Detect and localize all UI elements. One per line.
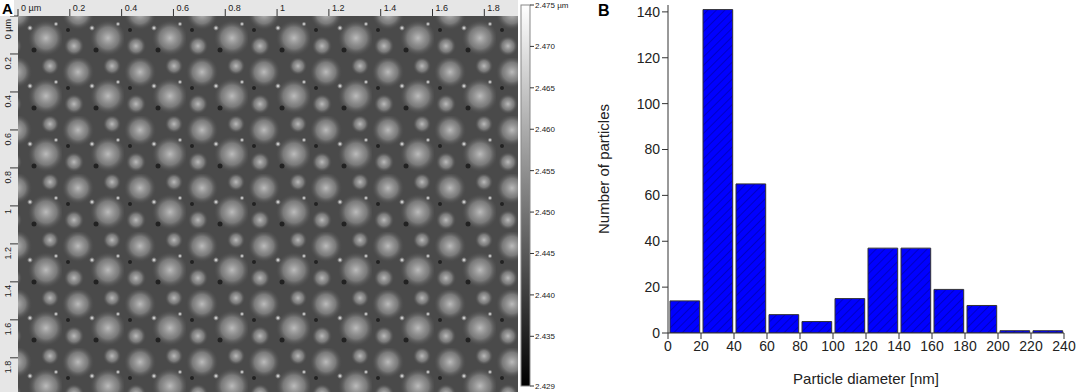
svg-text:60: 60 <box>644 187 660 203</box>
svg-text:220: 220 <box>1019 338 1043 354</box>
svg-text:2.445: 2.445 <box>535 249 556 258</box>
svg-text:80: 80 <box>792 338 808 354</box>
svg-text:0.2: 0.2 <box>73 3 86 13</box>
svg-text:1.2: 1.2 <box>3 247 13 260</box>
svg-text:20: 20 <box>644 279 660 295</box>
svg-text:1.6: 1.6 <box>3 323 13 336</box>
svg-text:240: 240 <box>1052 338 1076 354</box>
svg-text:2.460: 2.460 <box>535 125 556 134</box>
svg-text:1.4: 1.4 <box>3 285 13 298</box>
svg-text:140: 140 <box>637 4 661 20</box>
svg-text:0.6: 0.6 <box>3 133 13 146</box>
svg-text:20: 20 <box>693 338 709 354</box>
svg-text:0.6: 0.6 <box>176 3 189 13</box>
svg-text:1: 1 <box>280 3 285 13</box>
svg-text:0.4: 0.4 <box>3 95 13 108</box>
svg-text:1.6: 1.6 <box>436 3 449 13</box>
svg-text:2.429: 2.429 <box>535 382 556 391</box>
svg-text:60: 60 <box>759 338 775 354</box>
svg-text:2.470: 2.470 <box>535 42 556 51</box>
svg-text:120: 120 <box>854 338 878 354</box>
svg-text:1.8: 1.8 <box>3 361 13 374</box>
svg-text:0.4: 0.4 <box>125 3 138 13</box>
svg-text:0.2: 0.2 <box>3 57 13 70</box>
svg-text:0 µm: 0 µm <box>21 3 41 13</box>
svg-text:0.8: 0.8 <box>3 171 13 184</box>
svg-text:2.440: 2.440 <box>535 291 556 300</box>
svg-text:0 µm: 0 µm <box>3 19 13 39</box>
svg-text:A: A <box>2 0 13 17</box>
svg-text:2.450: 2.450 <box>535 208 556 217</box>
svg-text:1.2: 1.2 <box>332 3 345 13</box>
svg-text:40: 40 <box>644 233 660 249</box>
svg-text:Particle diameter [nm]: Particle diameter [nm] <box>793 370 939 387</box>
svg-text:40: 40 <box>726 338 742 354</box>
svg-text:2.465: 2.465 <box>535 84 556 93</box>
svg-text:120: 120 <box>637 50 661 66</box>
html-text:B: B <box>598 2 610 19</box>
svg-text:Number of particles: Number of particles <box>595 104 612 234</box>
svg-text:100: 100 <box>637 96 661 112</box>
svg-text:160: 160 <box>920 338 944 354</box>
svg-text:2.455: 2.455 <box>535 167 556 176</box>
svg-text:2.475 µm: 2.475 µm <box>535 1 569 10</box>
svg-text:200: 200 <box>986 338 1010 354</box>
svg-text:100: 100 <box>821 338 845 354</box>
svg-text:0: 0 <box>664 338 672 354</box>
svg-text:0: 0 <box>652 325 660 341</box>
svg-text:180: 180 <box>953 338 977 354</box>
svg-text:0.8: 0.8 <box>228 3 241 13</box>
svg-text:1: 1 <box>3 209 13 214</box>
svg-text:1.8: 1.8 <box>487 3 500 13</box>
svg-text:2.435: 2.435 <box>535 332 556 341</box>
svg-text:140: 140 <box>887 338 911 354</box>
svg-text:80: 80 <box>644 141 660 157</box>
svg-text:1.4: 1.4 <box>384 3 397 13</box>
